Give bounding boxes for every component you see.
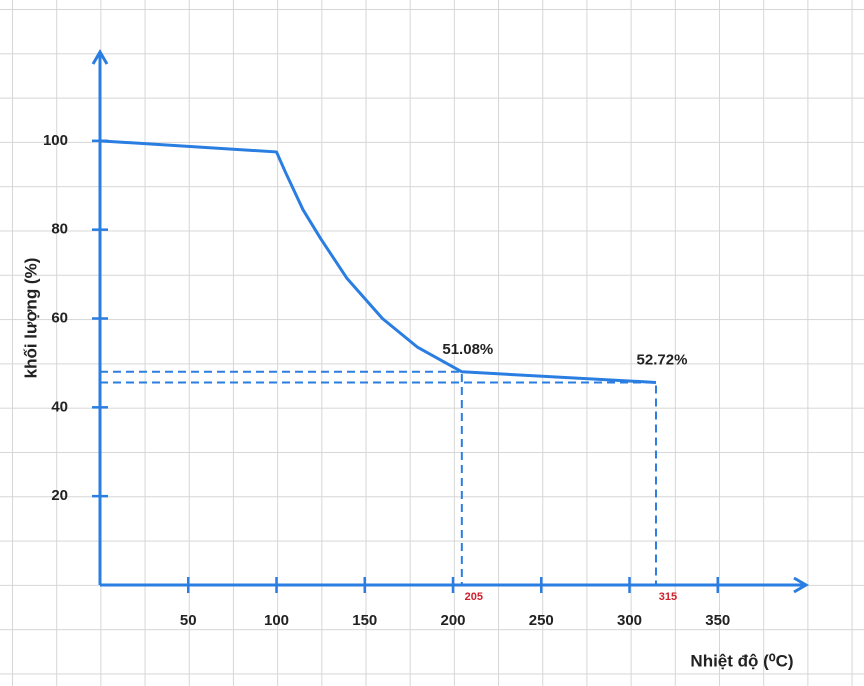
y-tick-label: 80 (51, 221, 68, 238)
x-tick-label: 100 (264, 612, 289, 629)
x-tick-label: 300 (617, 612, 642, 629)
y-axis-label: khối lượng (%) (21, 258, 40, 379)
x-tick-label: 50 (180, 612, 197, 629)
y-tick-label: 60 (51, 309, 68, 326)
x-marker-label: 315 (659, 591, 677, 603)
x-tick-label: 200 (440, 612, 465, 629)
x-tick-label: 250 (529, 612, 554, 629)
x-marker-label: 205 (465, 591, 483, 603)
y-tick-label: 100 (43, 132, 68, 149)
x-tick-label: 150 (352, 612, 377, 629)
annotation-label: 51.08% (442, 341, 493, 358)
data-line (99, 139, 657, 384)
y-tick-label: 20 (51, 487, 68, 504)
x-axis-label: Nhiệt độ (⁰C) (690, 651, 793, 670)
y-tick-label: 40 (51, 398, 68, 415)
guide-line (100, 381, 657, 585)
guide-line (100, 370, 463, 585)
annotation-label: 52.72% (637, 351, 688, 368)
x-axis-arrow (793, 576, 809, 594)
y-axis-arrow (91, 49, 109, 65)
x-tick-label: 350 (705, 612, 730, 629)
